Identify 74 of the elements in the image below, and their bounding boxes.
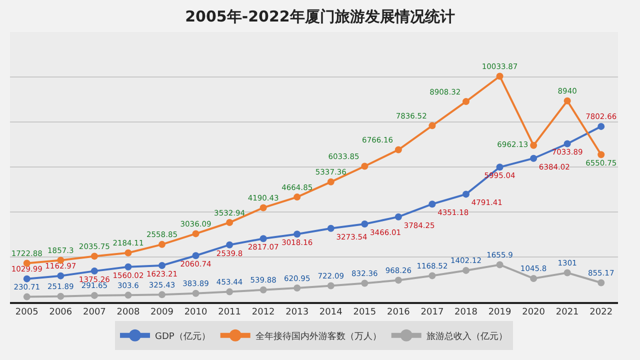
x-tick-label: 2020: [522, 308, 546, 318]
point: [158, 291, 166, 298]
point: [294, 284, 301, 292]
chart-title: 2005年-2022年厦门旅游发展情况统计: [185, 7, 455, 26]
point: [496, 164, 504, 171]
point: [23, 293, 30, 300]
point: [428, 272, 436, 280]
point: [564, 140, 571, 148]
point: [361, 220, 368, 228]
x-tick-label: 2015: [353, 308, 376, 318]
point: [598, 279, 605, 286]
point: [530, 154, 538, 162]
point: [394, 213, 402, 220]
point: [226, 219, 234, 226]
point: [23, 275, 30, 282]
point: [57, 272, 64, 280]
x-tick-label: 2010: [184, 308, 208, 318]
point: [57, 292, 64, 300]
point: [226, 241, 234, 248]
x-tick-label: 2013: [286, 308, 309, 318]
point: [124, 292, 132, 299]
point: [90, 268, 98, 275]
point: [598, 151, 605, 158]
point: [124, 263, 132, 270]
point: [226, 288, 234, 296]
point: [530, 142, 538, 149]
point: [462, 98, 470, 106]
x-tick-label: 2014: [319, 308, 343, 318]
point: [428, 122, 436, 130]
point: [496, 261, 504, 268]
point: [158, 240, 166, 248]
point: [124, 249, 132, 256]
x-tick-label: 2006: [49, 308, 72, 318]
point: [192, 252, 200, 260]
legend-label: 旅游总收入（亿元）: [426, 330, 508, 342]
point: [260, 286, 267, 294]
x-tick-label: 2018: [454, 308, 478, 318]
x-tick-label: 2021: [556, 308, 579, 318]
point: [327, 178, 334, 186]
x-tick-label: 2019: [488, 308, 512, 318]
point: [361, 162, 368, 170]
point: [462, 266, 470, 274]
point: [294, 194, 301, 201]
point: [327, 282, 334, 290]
point: [192, 230, 200, 238]
point: [192, 290, 200, 297]
x-tick-label: 2005: [15, 308, 38, 318]
point: [598, 122, 605, 130]
x-tick-label: 2022: [590, 308, 613, 318]
x-tick-label: 2011: [218, 308, 242, 318]
point: [90, 292, 98, 299]
point: [260, 235, 267, 242]
point: [564, 269, 571, 276]
point: [327, 224, 334, 232]
point: [294, 230, 301, 238]
point: [462, 190, 470, 198]
point: [564, 97, 571, 104]
x-tick-label: 2016: [386, 308, 410, 318]
point: [394, 146, 402, 154]
point: [530, 274, 538, 282]
point: [361, 280, 368, 287]
point: [428, 200, 436, 208]
legend-label: GDP（亿元）: [155, 330, 210, 342]
x-tick-label: 2007: [82, 308, 106, 318]
point: [90, 252, 98, 260]
x-tick-label: 2009: [150, 308, 174, 318]
point: [394, 276, 402, 284]
x-tick-label: 2012: [252, 308, 275, 318]
point: [158, 262, 166, 269]
x-tick-label: 2017: [420, 308, 444, 318]
x-tick-label: 2008: [116, 308, 140, 318]
point: [260, 204, 267, 212]
legend-label: 全年接待国内外游客数（万人）: [255, 330, 382, 342]
point: [496, 72, 504, 80]
